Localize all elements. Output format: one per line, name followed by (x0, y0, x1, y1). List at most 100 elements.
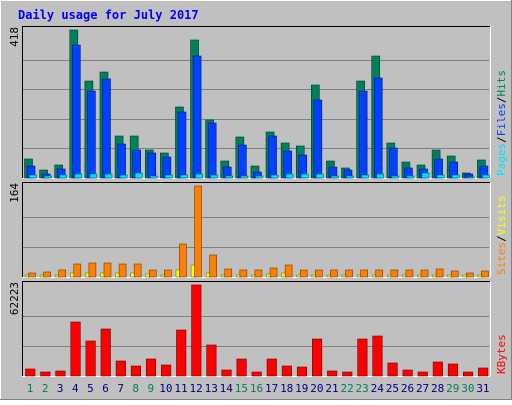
kbytes-bar (206, 344, 217, 377)
pages-bar (240, 175, 249, 179)
sites-bar (450, 270, 459, 278)
panel-middle-legend: Sites/Visits (495, 196, 508, 276)
kbytes-bar (70, 321, 81, 377)
sites-bar (330, 269, 338, 278)
kbytes-bar (55, 370, 66, 377)
kbytes-bar (312, 338, 323, 377)
sites-bar (481, 270, 489, 278)
sites-bar (284, 264, 293, 278)
kbytes-bar (417, 371, 428, 377)
panel-top-bars (24, 29, 490, 179)
pages-bar (346, 175, 354, 179)
day-label: 12 (189, 382, 202, 395)
kbytes-bar (266, 358, 277, 377)
kbytes-bar (281, 365, 292, 377)
day-label: 22 (340, 382, 353, 395)
sites-bar (133, 263, 142, 278)
sites-bar (239, 269, 248, 278)
pages-bar (44, 175, 52, 179)
day-label: 29 (446, 382, 459, 395)
pages-bar (316, 173, 324, 179)
day-label: 3 (57, 382, 64, 395)
legend-visits: Visits (495, 196, 508, 236)
legend-separator: / (495, 97, 508, 104)
pages-bar (406, 175, 415, 179)
files-bar (389, 147, 398, 179)
chart-title: Daily usage for July 2017 (18, 8, 199, 22)
day-label: 26 (401, 382, 414, 395)
files-bar (268, 135, 277, 179)
sites-bar (179, 243, 187, 278)
day-label: 19 (295, 382, 308, 395)
legend-separator: / (495, 235, 508, 242)
files-bar (358, 90, 368, 179)
kbytes-bar (251, 371, 262, 377)
sites-bar (299, 269, 308, 278)
pages-bar (59, 174, 67, 179)
legend-files: Files (495, 103, 508, 136)
pages-bar (421, 172, 430, 179)
panel-top-legend: Pages/Files/Hits (495, 70, 508, 176)
sites-bar (360, 269, 368, 278)
sites-bar (375, 269, 384, 278)
panel-bottom-bars (25, 284, 489, 377)
legend-hits: Hits (495, 70, 508, 97)
kbytes-bar (130, 365, 141, 377)
pages-bar (255, 175, 264, 179)
day-label: 2 (42, 382, 49, 395)
day-label: 21 (325, 382, 338, 395)
kbytes-bar (115, 360, 126, 377)
files-bar (71, 44, 81, 179)
pages-bar (376, 173, 385, 179)
day-label: 7 (117, 382, 124, 395)
sites-bar (58, 269, 66, 278)
kbytes-bar (447, 363, 459, 377)
pages-bar (149, 175, 158, 179)
day-label: 15 (235, 382, 248, 395)
day-label: 1 (27, 382, 34, 395)
sites-bar (164, 269, 172, 278)
pages-bar (300, 173, 309, 179)
sites-bar (315, 269, 323, 278)
files-bar (238, 144, 247, 179)
day-label: 13 (205, 382, 218, 395)
day-label: 9 (148, 382, 155, 395)
files-bar (373, 77, 383, 179)
legend-sites: Sites (495, 242, 508, 275)
sites-bar (118, 263, 127, 278)
pages-bar (285, 173, 294, 179)
day-label: 8 (132, 382, 139, 395)
day-label: 11 (174, 382, 187, 395)
chart-panels: 418Pages/Files/Hits164Sites/Visits62223K… (8, 26, 508, 377)
files-bar (192, 55, 202, 179)
kbytes-bar (191, 284, 202, 377)
files-bar (313, 99, 323, 179)
files-bar (117, 143, 126, 179)
sites-bar (224, 268, 233, 278)
kbytes-bar (40, 371, 51, 377)
sites-bar (28, 272, 36, 278)
pages-bar (361, 174, 369, 179)
files-bar (147, 152, 157, 179)
legend-kbytes: KBytes (495, 334, 508, 374)
kbytes-bar (100, 328, 111, 377)
day-label: 23 (356, 382, 369, 395)
kbytes-bar (478, 367, 489, 377)
sites-bar (269, 267, 278, 278)
day-label: 16 (250, 382, 263, 395)
pages-bar (391, 175, 400, 179)
day-label: 31 (476, 382, 489, 395)
panel-middle-bars (24, 185, 489, 278)
pages-bar (210, 174, 218, 179)
sites-bar (103, 262, 112, 278)
kbytes-bar (387, 362, 398, 377)
pages-bar (165, 174, 173, 179)
day-label: 14 (220, 382, 234, 395)
pages-bar (451, 174, 460, 179)
panel-bottom-legend: KBytes (495, 334, 508, 374)
kbytes-bar (25, 368, 36, 377)
x-axis-day-labels: 1 2 3 4 5 6 7 8 9 10 11 12 13 14 15 16 17 18 19 20 21 22 23 24 2… (27, 382, 490, 395)
